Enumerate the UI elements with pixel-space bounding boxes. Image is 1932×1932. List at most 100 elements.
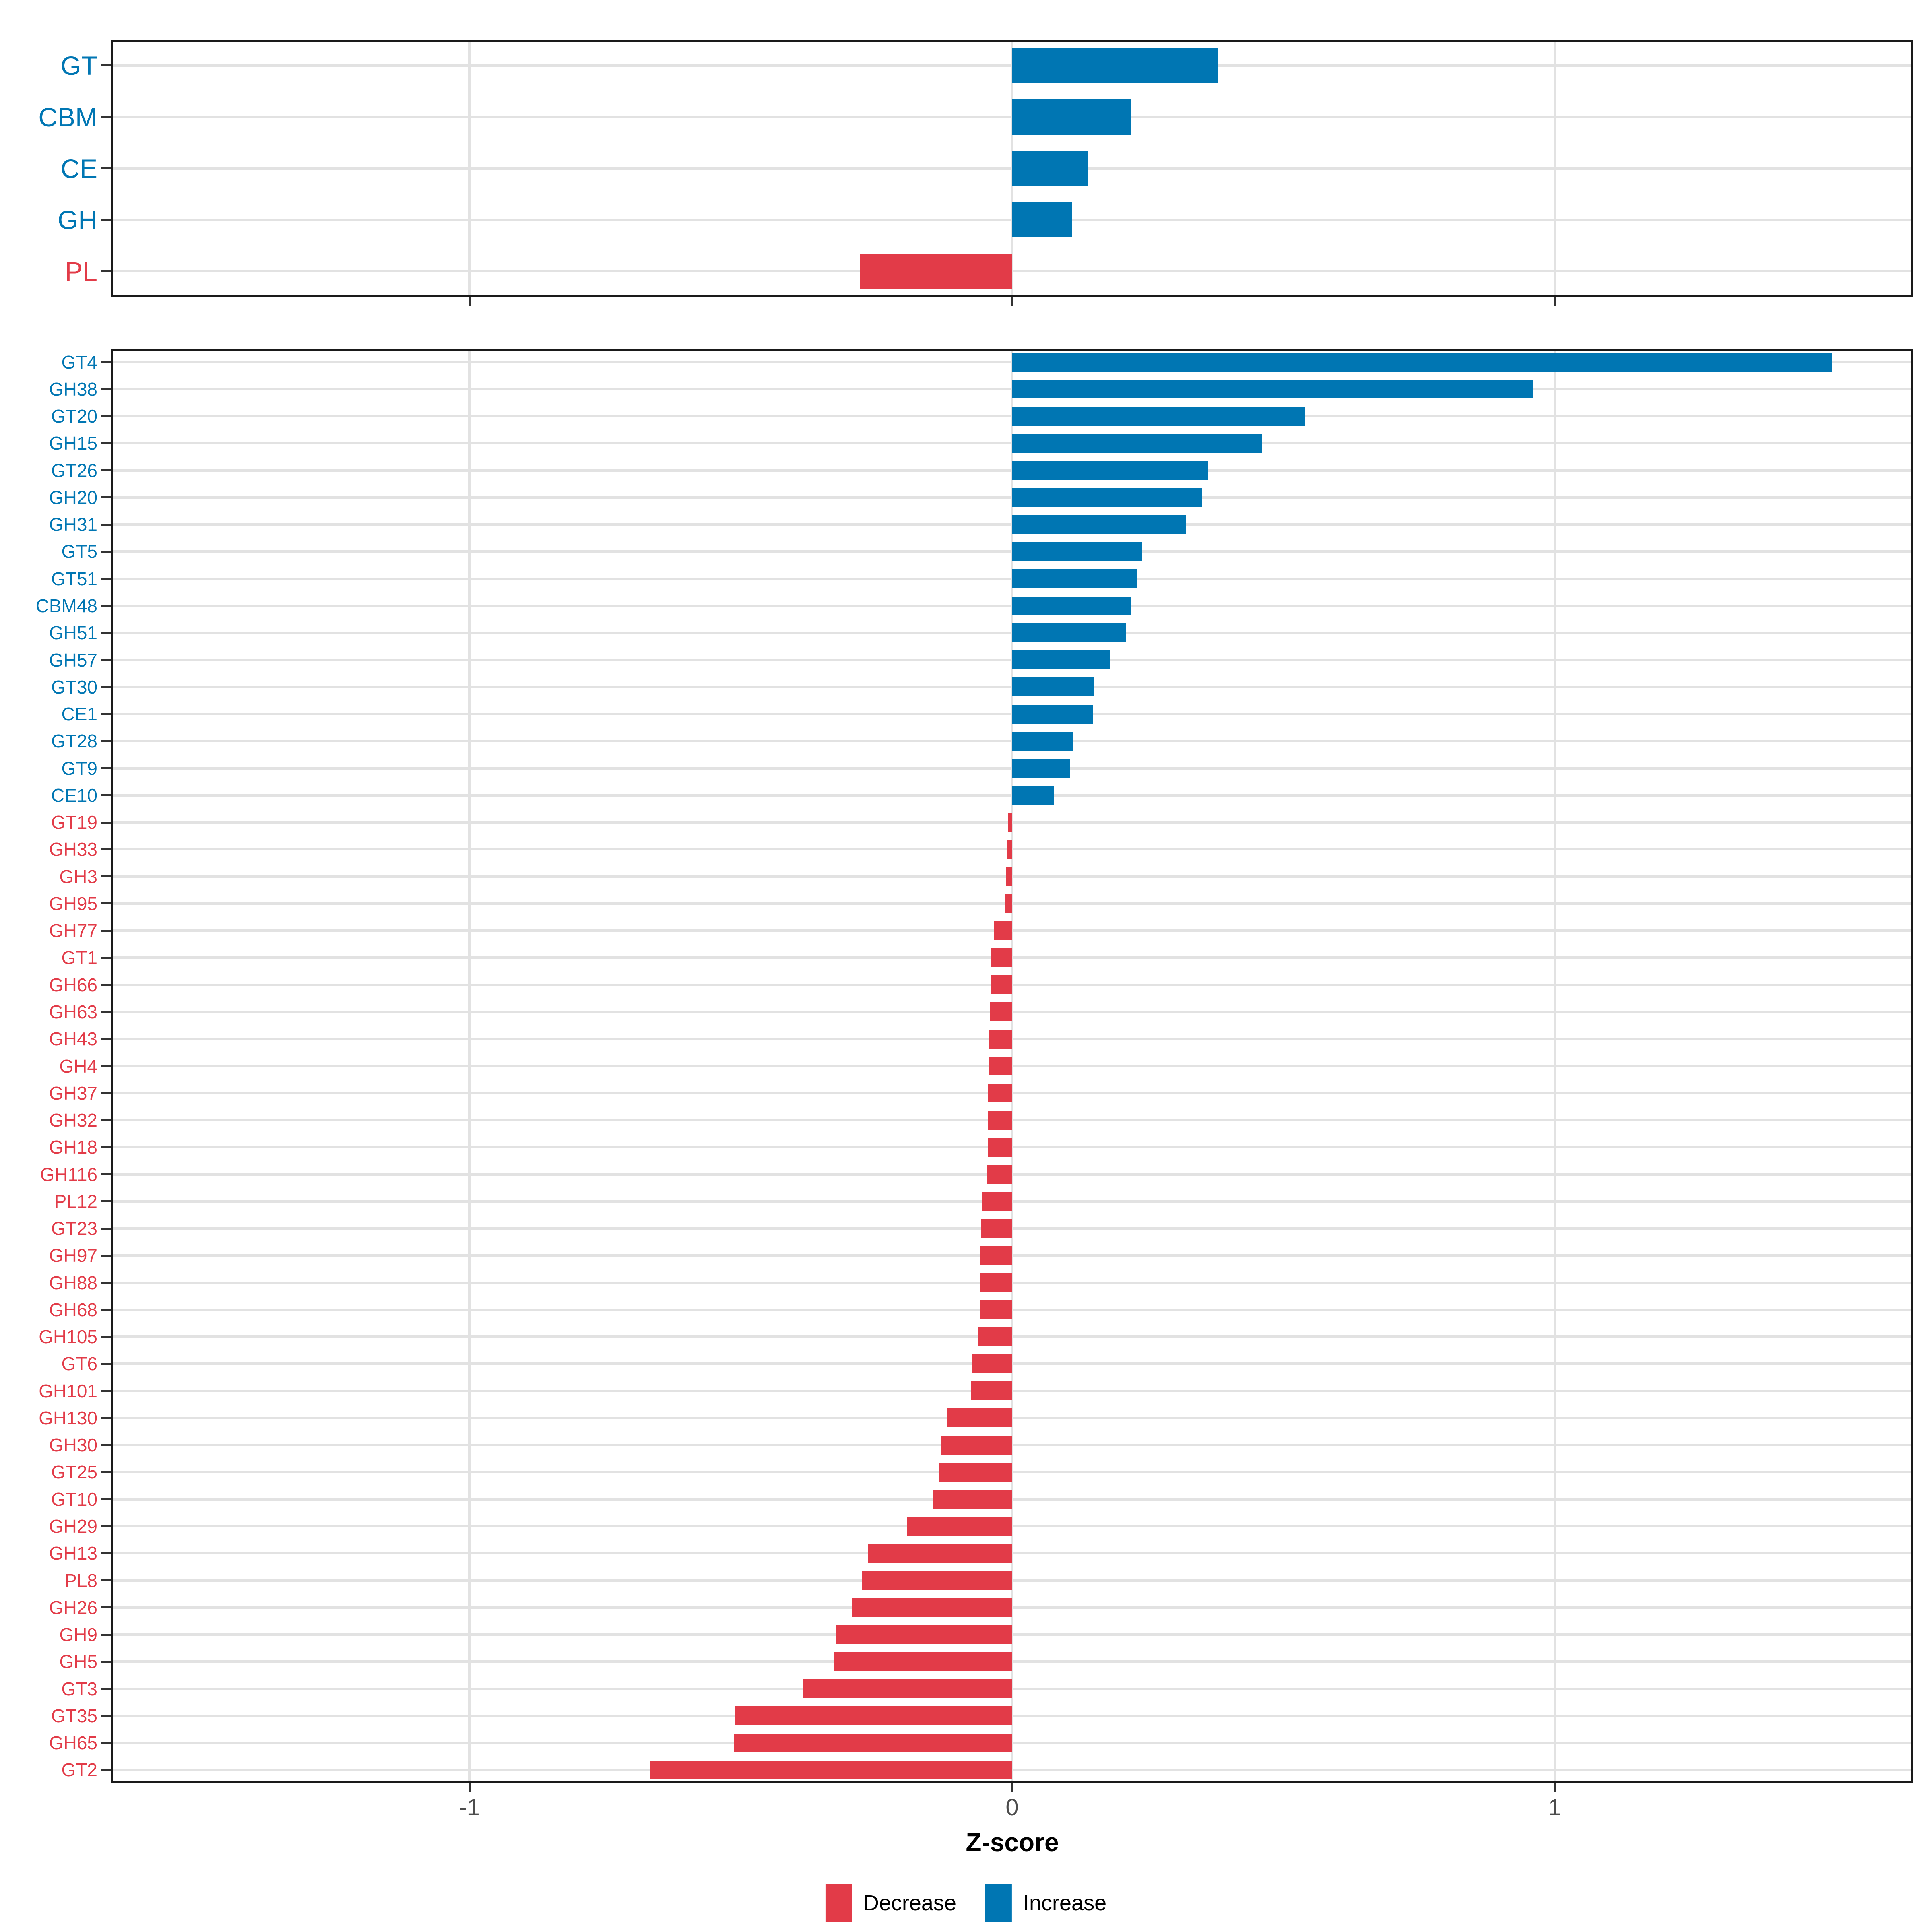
y-tick	[101, 496, 111, 499]
bar-GH65	[734, 1733, 1012, 1752]
category-label-GT25: GT25	[51, 1461, 97, 1483]
x-tick	[1011, 1783, 1013, 1792]
category-label-GH13: GH13	[49, 1543, 97, 1564]
horizontal-gridline	[111, 1227, 1913, 1230]
bar-GH9	[836, 1625, 1012, 1644]
y-tick	[101, 659, 111, 661]
category-label-CBM48: CBM48	[35, 595, 97, 616]
horizontal-gridline	[111, 1579, 1913, 1582]
bar-GH57	[1012, 650, 1110, 670]
category-label-GH38: GH38	[49, 378, 97, 400]
category-label-CBM: CBM	[38, 102, 97, 132]
category-label-PL8: PL8	[64, 1570, 97, 1591]
horizontal-gridline	[111, 848, 1913, 851]
x-tick	[1011, 297, 1013, 306]
horizontal-gridline	[111, 956, 1913, 959]
y-tick	[101, 1335, 111, 1338]
bar-GH101	[971, 1381, 1012, 1401]
horizontal-gridline	[111, 1389, 1913, 1392]
bar-CE	[1012, 151, 1088, 186]
category-label-GH43: GH43	[49, 1028, 97, 1050]
y-tick	[101, 713, 111, 715]
category-label-GH26: GH26	[49, 1597, 97, 1618]
horizontal-gridline	[111, 1660, 1913, 1663]
category-label-GH18: GH18	[49, 1137, 97, 1158]
bar-GH105	[978, 1327, 1012, 1346]
bar-GH3	[1006, 867, 1012, 886]
bar-GH26	[852, 1598, 1012, 1617]
category-label-GH66: GH66	[49, 974, 97, 995]
x-axis-title: Z-score	[966, 1828, 1059, 1857]
bar-GH95	[1005, 894, 1012, 913]
bar-CE1	[1012, 704, 1093, 724]
bar-GH43	[989, 1029, 1012, 1049]
bar-CE10	[1012, 786, 1054, 805]
category-label-GH68: GH68	[49, 1299, 97, 1320]
bar-CBM	[1012, 99, 1132, 135]
y-tick	[101, 1200, 111, 1203]
horizontal-gridline	[111, 1714, 1913, 1717]
y-tick	[101, 1146, 111, 1148]
category-label-GH65: GH65	[49, 1732, 97, 1754]
horizontal-gridline	[111, 1471, 1913, 1474]
y-tick	[101, 1282, 111, 1284]
y-tick	[101, 740, 111, 742]
y-tick	[101, 1552, 111, 1554]
y-tick	[101, 929, 111, 932]
bar-GH33	[1007, 840, 1012, 859]
bar-GT2	[650, 1760, 1012, 1779]
y-tick	[101, 442, 111, 444]
category-label-GH63: GH63	[49, 1001, 97, 1022]
category-label-GH29: GH29	[49, 1515, 97, 1537]
category-label-PL: PL	[65, 256, 97, 287]
horizontal-gridline	[111, 1552, 1913, 1555]
category-label-GT10: GT10	[51, 1488, 97, 1510]
horizontal-gridline	[111, 1038, 1913, 1040]
bar-GH32	[988, 1110, 1012, 1130]
category-label-GT19: GT19	[51, 812, 97, 833]
y-tick	[101, 469, 111, 472]
category-label-GT4: GT4	[61, 351, 97, 373]
category-label-GH88: GH88	[49, 1272, 97, 1293]
bar-GT5	[1012, 542, 1143, 561]
horizontal-gridline	[111, 1254, 1913, 1257]
y-tick	[101, 116, 111, 118]
legend-key-decrease-swatch	[825, 1884, 852, 1922]
y-tick	[101, 1119, 111, 1121]
y-tick	[101, 1038, 111, 1040]
bar-GH15	[1012, 433, 1262, 453]
y-tick	[101, 956, 111, 959]
horizontal-gridline	[111, 270, 1913, 273]
category-label-GH32: GH32	[49, 1110, 97, 1131]
bar-GH116	[987, 1165, 1012, 1184]
horizontal-gridline	[111, 1200, 1913, 1203]
category-label-GH97: GH97	[49, 1245, 97, 1266]
legend-item-increase: Increase	[985, 1884, 1106, 1922]
category-label-GH95: GH95	[49, 893, 97, 914]
category-label-GT51: GT51	[51, 568, 97, 589]
y-tick	[101, 361, 111, 363]
y-tick	[101, 64, 111, 67]
horizontal-gridline	[111, 821, 1913, 824]
bar-GT30	[1012, 677, 1095, 697]
legend-key-increase-swatch	[985, 1884, 1012, 1922]
bar-GH4	[989, 1057, 1012, 1075]
y-tick	[101, 578, 111, 580]
bar-GT6	[972, 1354, 1012, 1373]
y-tick	[101, 984, 111, 986]
category-label-GH3: GH3	[59, 866, 97, 887]
y-tick	[101, 1742, 111, 1744]
horizontal-gridline	[111, 1010, 1913, 1013]
category-label-GT1: GT1	[61, 947, 97, 968]
horizontal-gridline	[111, 1687, 1913, 1690]
bar-GH66	[990, 975, 1012, 995]
horizontal-gridline	[111, 1769, 1913, 1771]
x-tick	[468, 297, 471, 306]
bar-GT10	[933, 1490, 1012, 1509]
bar-GH37	[988, 1084, 1012, 1103]
y-tick	[101, 1660, 111, 1663]
bar-GT4	[1012, 353, 1832, 372]
horizontal-gridline	[111, 1606, 1913, 1609]
category-label-GT30: GT30	[51, 676, 97, 698]
